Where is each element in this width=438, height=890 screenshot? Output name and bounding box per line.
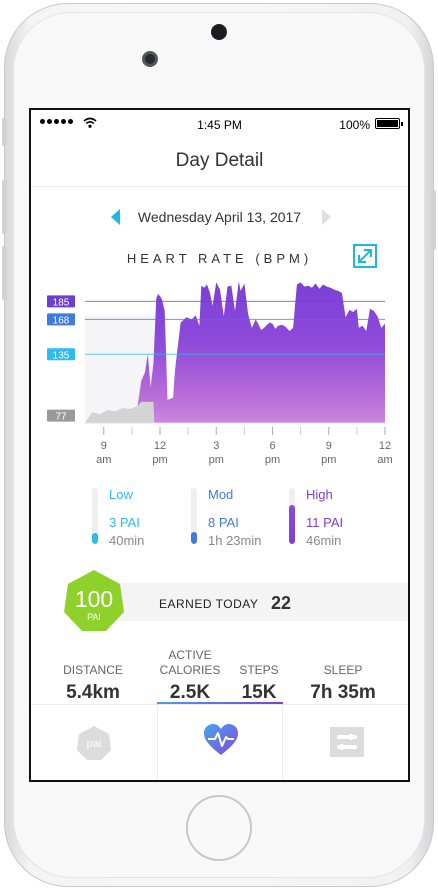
x-tick-label: 6 [269, 440, 275, 452]
zone-high-track [289, 488, 295, 544]
heart-rate-icon [204, 724, 238, 755]
zone-mod-duration: 1h 23min [208, 533, 262, 548]
threshold-label-bg [47, 348, 75, 361]
x-tick-label: 12 [379, 440, 391, 452]
stat-active-calories: ACTIVE CALORIES 2.5K [145, 638, 235, 706]
zone-low-duration: 40min [109, 533, 145, 548]
threshold-label-bg [47, 313, 75, 326]
x-tick-label: 9 [326, 440, 332, 452]
previous-day-arrow-icon[interactable] [111, 209, 120, 225]
status-bar: 1:45 PM 100% [31, 110, 408, 138]
x-tick-period: am [96, 454, 111, 466]
expand-chart-icon[interactable] [353, 244, 377, 268]
stat-sleep-label: SLEEP [323, 663, 363, 677]
threshold-label: 77 [55, 412, 67, 423]
battery-icon [375, 118, 403, 129]
nav-divider [31, 186, 408, 187]
earned-today-label: EARNED TODAY [159, 597, 259, 611]
heart-rate-zones: Low 3 PAI 40min Mod 8 PAI 1h 23min High … [31, 480, 408, 560]
zone-low-pai: 3 PAI [109, 515, 140, 530]
x-tick-label: 12 [154, 440, 166, 452]
pai-tab-label: pai [87, 738, 102, 750]
daily-stats: DISTANCE 5.4km ACTIVE CALORIES 2.5K STEP… [31, 638, 408, 706]
threshold-label: 168 [53, 315, 70, 326]
x-tick-period: pm [265, 454, 280, 466]
stat-calories-label: ACTIVE CALORIES [159, 648, 221, 677]
mute-switch [2, 118, 7, 146]
earpiece-speaker [211, 24, 227, 40]
zone-high-fill [289, 504, 295, 544]
stat-distance-label: DISTANCE [63, 663, 123, 677]
x-tick-period: pm [321, 454, 336, 466]
active-tab-indicator [157, 702, 283, 704]
date-navigator: Wednesday April 13, 2017 [31, 208, 408, 228]
status-time: 1:45 PM [197, 118, 242, 132]
heart-rate-chart: 185 168 135 77 9 am 12 pm 3 pm 6 pm 9 pm 12 am [47, 281, 393, 466]
chart-title: HEART RATE (BPM) [126, 251, 313, 266]
earned-today-value: 22 [271, 593, 292, 613]
zone-high-pai: 11 PAI [306, 515, 344, 530]
tab-bar: pai [31, 704, 408, 780]
tab-heart-rate[interactable] [157, 705, 283, 780]
next-day-arrow-icon[interactable] [322, 209, 331, 225]
front-camera [142, 51, 158, 67]
zone-low-fill [92, 532, 98, 544]
pai-hex-icon: pai [77, 726, 111, 760]
stat-sleep-value: 7h 35m [310, 682, 376, 703]
pai-summary: EARNED TODAY 22 100 PAI [31, 566, 408, 636]
pai-score-value: 100 [74, 586, 114, 612]
stat-calories-value: 2.5K [169, 682, 211, 703]
date-label: Wednesday April 13, 2017 [137, 209, 302, 225]
earned-today-bar [117, 583, 408, 621]
x-tick-period: pm [152, 454, 167, 466]
zone-mod-track [191, 488, 197, 544]
zone-mod-fill [191, 531, 197, 544]
app-screen: 1:45 PM 100% Day Detail Wednesday April … [29, 108, 410, 782]
pai-score-unit: PAI [87, 612, 101, 622]
tab-settings[interactable] [283, 705, 408, 780]
stat-sleep: SLEEP 7h 35m [298, 638, 388, 706]
heart-rate-area [85, 281, 385, 423]
x-tick-period: am [377, 454, 392, 466]
wifi-icon [83, 117, 97, 128]
pai-score-badge[interactable] [61, 568, 127, 634]
x-tick-label: 9 [101, 440, 107, 452]
power-button [431, 190, 436, 250]
threshold-label-bg [47, 409, 75, 422]
zone-mod-pai: 8 PAI [208, 515, 239, 530]
threshold-label: 185 [53, 297, 70, 308]
x-tick-label: 3 [213, 440, 219, 452]
x-tick-period: pm [209, 454, 224, 466]
home-button[interactable] [186, 795, 252, 861]
zone-high-label: High [306, 487, 333, 502]
stat-distance-value: 5.4km [66, 682, 120, 703]
tab-pai[interactable]: pai [31, 705, 157, 780]
signal-strength-icon [40, 119, 73, 124]
zone-low-track [92, 488, 98, 544]
volume-up-button [2, 180, 7, 234]
stat-steps: STEPS 15K [214, 638, 304, 706]
zone-high-duration: 46min [306, 533, 342, 548]
stat-steps-label: STEPS [239, 663, 279, 677]
page-title: Day Detail [175, 150, 264, 171]
zone-low-label: Low [109, 487, 133, 502]
stat-distance: DISTANCE 5.4km [48, 638, 138, 706]
zone-mod-label: Mod [208, 487, 234, 502]
threshold-label-bg [47, 295, 75, 308]
settings-toggles-icon [330, 727, 364, 757]
heart-rate-resting-area [85, 401, 155, 423]
stat-steps-value: 15K [241, 682, 277, 703]
threshold-label: 135 [53, 350, 70, 361]
battery-percent: 100% [339, 118, 370, 132]
volume-down-button [2, 246, 7, 300]
